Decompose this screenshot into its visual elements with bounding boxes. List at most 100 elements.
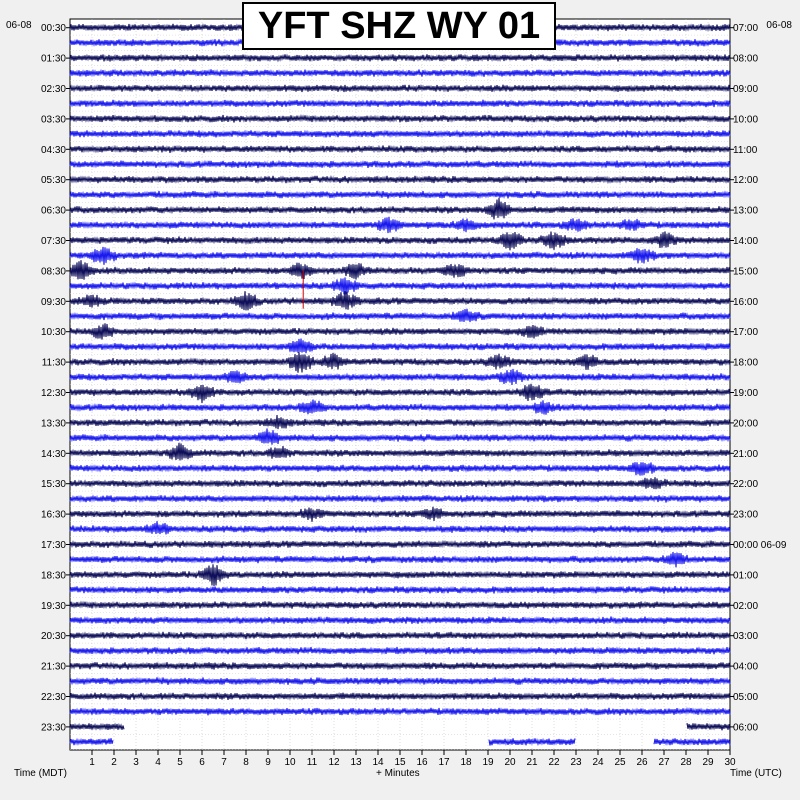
trace-34 bbox=[69, 539, 731, 549]
left-time-label: 14:30 bbox=[41, 449, 66, 460]
left-time-label: 21:30 bbox=[41, 662, 66, 673]
x-tick-label: 24 bbox=[592, 757, 604, 768]
x-tick-label: 21 bbox=[526, 757, 538, 768]
left-time-label: 08:30 bbox=[41, 266, 66, 277]
left-time-label: 17:30 bbox=[41, 540, 66, 551]
x-tick-label: 16 bbox=[416, 757, 428, 768]
right-time-label: 04:00 bbox=[733, 662, 758, 673]
trace-21 bbox=[69, 338, 731, 354]
right-time-label: 19:00 bbox=[733, 388, 758, 399]
x-tick-label: 15 bbox=[394, 757, 406, 768]
trace-40 bbox=[69, 631, 731, 641]
trace-3 bbox=[69, 68, 731, 78]
x-axis-ticks: 1 2 3 4 5 6 7 8 9 10 11 12 13 14 15 16 17 18 19 20 21 22 23 24 2… bbox=[89, 750, 736, 768]
trace-44 bbox=[69, 691, 731, 701]
trace-39 bbox=[69, 615, 731, 625]
trace-23 bbox=[69, 368, 731, 386]
x-tick-label: 29 bbox=[702, 757, 714, 768]
date-right: 06-08 bbox=[766, 20, 792, 31]
x-tick-label: 3 bbox=[133, 757, 139, 768]
right-time-label: 00:00 06-09 bbox=[733, 540, 787, 551]
right-time-label: 03:00 bbox=[733, 631, 758, 642]
date-left: 06-08 bbox=[6, 20, 32, 31]
grid bbox=[70, 19, 730, 750]
left-time-label: 18:30 bbox=[41, 570, 66, 581]
right-time-label: 20:00 bbox=[733, 418, 758, 429]
left-time-label: 02:30 bbox=[41, 84, 66, 95]
x-label-left: Time (MDT) bbox=[14, 768, 67, 779]
x-tick-label: 26 bbox=[636, 757, 648, 768]
trace-47 bbox=[69, 737, 731, 747]
left-time-label: 15:30 bbox=[41, 479, 66, 490]
left-time-label: 11:30 bbox=[42, 358, 67, 369]
trace-13 bbox=[69, 216, 731, 234]
right-time-label: 07:00 bbox=[733, 23, 758, 34]
left-time-label: 23:30 bbox=[41, 722, 66, 733]
x-tick-label: 7 bbox=[221, 757, 227, 768]
left-time-label: 20:30 bbox=[41, 631, 66, 642]
trace-2 bbox=[69, 53, 731, 63]
trace-6 bbox=[69, 114, 731, 123]
x-tick-label: 4 bbox=[155, 757, 161, 768]
x-tick-label: 27 bbox=[658, 757, 670, 768]
trace-18 bbox=[69, 291, 731, 311]
trace-11 bbox=[69, 190, 731, 200]
x-tick-label: 25 bbox=[614, 757, 626, 768]
trace-12 bbox=[69, 197, 731, 220]
right-time-label: 01:00 bbox=[733, 570, 758, 581]
left-time-label: 06:30 bbox=[41, 206, 66, 217]
trace-30 bbox=[69, 477, 731, 490]
left-time-label: 13:30 bbox=[41, 418, 66, 429]
x-tick-label: 10 bbox=[284, 757, 296, 768]
x-tick-label: 14 bbox=[372, 757, 384, 768]
left-time-label: 07:30 bbox=[41, 236, 66, 247]
trace-5 bbox=[69, 99, 731, 108]
x-tick-label: 9 bbox=[265, 757, 271, 768]
trace-27 bbox=[69, 428, 731, 445]
x-tick-label: 17 bbox=[438, 757, 450, 768]
trace-28 bbox=[69, 442, 731, 461]
x-tick-label: 1 bbox=[89, 757, 95, 768]
trace-15 bbox=[69, 246, 731, 265]
trace-16 bbox=[69, 260, 731, 280]
trace-19 bbox=[69, 308, 731, 323]
trace-32 bbox=[69, 506, 731, 522]
x-tick-label: 23 bbox=[570, 757, 582, 768]
trace-38 bbox=[69, 600, 731, 610]
x-tick-label: 28 bbox=[680, 757, 692, 768]
x-tick-label: 20 bbox=[504, 757, 516, 768]
right-time-label: 21:00 bbox=[733, 449, 758, 460]
right-time-label: 10:00 bbox=[733, 114, 758, 125]
right-time-label: 12:00 bbox=[733, 175, 758, 186]
x-tick-label: 30 bbox=[724, 757, 736, 768]
chart-title: YFT SHZ WY 01 bbox=[257, 4, 541, 47]
right-time-label: 13:00 bbox=[733, 206, 758, 217]
trace-43 bbox=[69, 676, 731, 686]
x-tick-label: 11 bbox=[307, 757, 318, 768]
trace-20 bbox=[69, 323, 731, 340]
trace-8 bbox=[69, 144, 731, 154]
left-time-label: 16:30 bbox=[41, 510, 66, 521]
right-time-label: 17:00 bbox=[733, 327, 758, 338]
trace-14 bbox=[69, 231, 731, 251]
right-time-labels: 07:00 08:00 09:00 10:00 11:00 12:00 13:00 14:00… bbox=[730, 23, 787, 733]
x-tick-label: 12 bbox=[328, 757, 340, 768]
trace-41 bbox=[69, 646, 731, 656]
right-time-label: 15:00 bbox=[733, 266, 758, 277]
trace-45 bbox=[69, 706, 731, 716]
x-tick-label: 22 bbox=[548, 757, 560, 768]
left-time-label: 09:30 bbox=[41, 297, 66, 308]
title-box: YFT SHZ WY 01 bbox=[242, 2, 556, 50]
right-time-label: 09:00 bbox=[733, 84, 758, 95]
right-time-label: 18:00 bbox=[733, 358, 758, 369]
trace-37 bbox=[69, 585, 731, 595]
right-time-label: 23:00 bbox=[733, 510, 758, 521]
x-tick-label: 2 bbox=[111, 757, 117, 768]
trace-46 bbox=[69, 722, 731, 731]
trace-17 bbox=[69, 277, 731, 295]
right-time-label: 06:00 bbox=[733, 722, 758, 733]
trace-4 bbox=[69, 83, 731, 93]
x-tick-label: 19 bbox=[482, 757, 494, 768]
trace-42 bbox=[69, 661, 731, 671]
